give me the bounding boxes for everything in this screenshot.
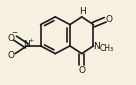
Text: CH₃: CH₃ (99, 44, 113, 53)
Text: H: H (79, 7, 86, 16)
Text: O: O (8, 34, 15, 43)
Text: O: O (106, 15, 113, 24)
Text: −: − (11, 30, 17, 36)
Text: +: + (28, 38, 33, 43)
Text: O: O (8, 51, 15, 60)
Text: N: N (24, 40, 30, 49)
Text: N: N (93, 42, 100, 51)
Text: O: O (78, 66, 85, 75)
